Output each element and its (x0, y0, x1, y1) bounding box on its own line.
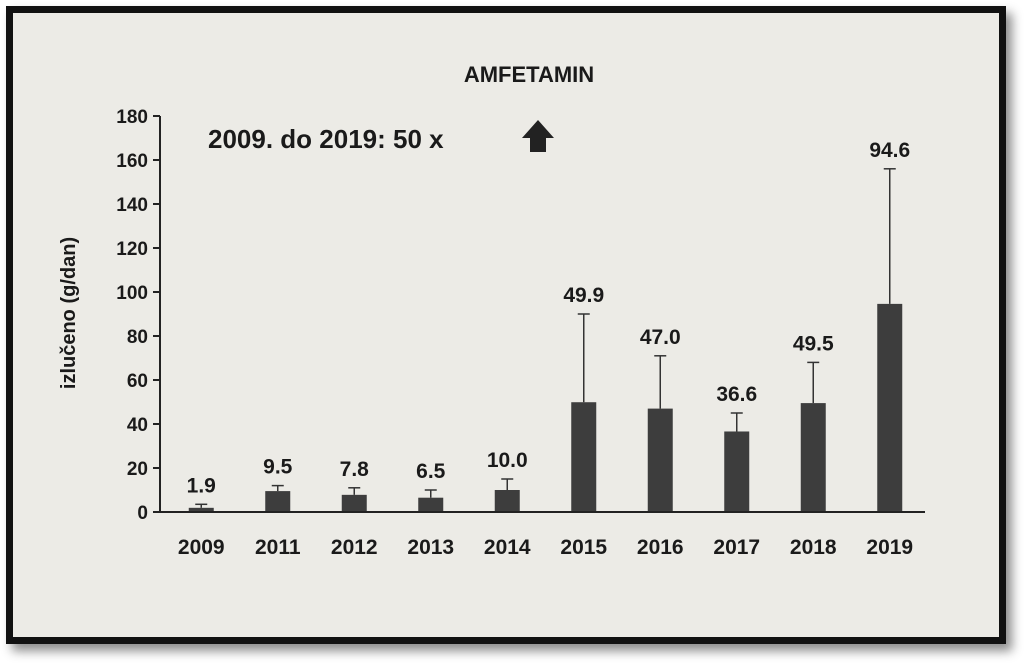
y-tick-label: 160 (116, 151, 148, 172)
bar-2009 (188, 507, 214, 512)
bar-2014 (494, 490, 520, 512)
y-tick-label: 80 (127, 327, 148, 348)
x-tick-label: 2014 (484, 536, 531, 559)
x-tick-label: 2009 (178, 536, 225, 559)
bar-2011 (265, 491, 291, 512)
bar-2017 (724, 431, 750, 512)
x-tick-label: 2017 (713, 536, 760, 559)
data-label: 7.8 (340, 458, 370, 481)
data-label: 6.5 (416, 460, 446, 483)
y-tick-label: 0 (137, 503, 148, 524)
bar-2013 (418, 497, 444, 512)
bar-2012 (341, 494, 367, 512)
y-axis-label: izlučeno (g/dan) (58, 237, 80, 389)
y-tick-label: 140 (116, 195, 148, 216)
x-tick-label: 2015 (560, 536, 607, 559)
y-tick-label: 40 (127, 415, 148, 436)
data-label: 94.6 (869, 139, 910, 162)
chart-frame: AMFETAMIN 2009. do 2019: 50 x izlučeno (… (6, 6, 1006, 644)
bar-2018 (800, 403, 826, 512)
data-label: 36.6 (716, 383, 757, 406)
arrow-up-icon (522, 120, 554, 152)
y-axis: 0 20 40 60 80 100 120 140 160 180 (116, 107, 161, 524)
data-label: 1.9 (187, 474, 216, 497)
y-tick-label: 100 (116, 283, 148, 304)
data-label: 49.5 (793, 332, 834, 355)
y-tick-label: 60 (127, 371, 148, 392)
y-tick-label: 20 (127, 459, 148, 480)
bar-2015 (571, 402, 597, 512)
trend-annotation: 2009. do 2019: 50 x (208, 124, 444, 154)
data-label: 9.5 (263, 456, 293, 479)
bar-2019 (877, 303, 903, 512)
x-tick-label: 2012 (331, 536, 378, 559)
bars: 1.9 9.5 7.8 6.5 10.0 49.9 47.0 36.6 49.5 94.6 (187, 139, 910, 512)
chart-title: AMFETAMIN (464, 62, 594, 87)
bar-2016 (647, 408, 673, 512)
x-tick-label: 2011 (255, 536, 301, 559)
x-tick-label: 2019 (866, 536, 913, 559)
chart: AMFETAMIN 2009. do 2019: 50 x izlučeno (… (58, 62, 925, 559)
x-tick-label: 2013 (407, 536, 454, 559)
y-tick-label: 180 (116, 107, 148, 128)
y-tick-label: 120 (116, 239, 148, 260)
x-tick-label: 2016 (637, 536, 684, 559)
x-axis: 2009 2011 2012 2013 2014 2015 2016 2017 2018 2019 (160, 511, 925, 559)
data-label: 49.9 (563, 284, 604, 307)
x-tick-label: 2018 (790, 536, 837, 559)
data-label: 47.0 (640, 326, 681, 349)
data-label: 10.0 (487, 449, 528, 472)
